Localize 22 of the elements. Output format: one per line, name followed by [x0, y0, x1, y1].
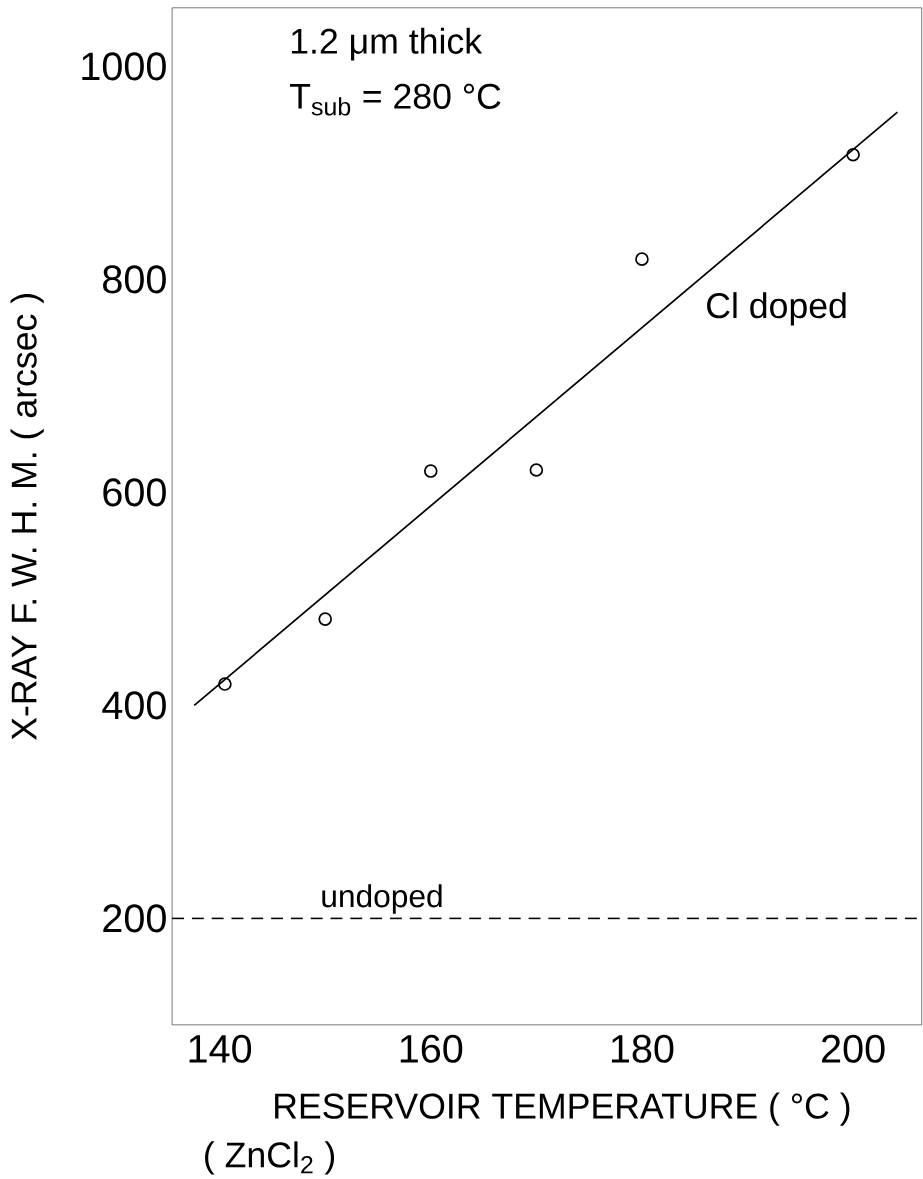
annotation: Cl doped — [707, 292, 846, 326]
x-tick-label: 140 — [189, 1034, 252, 1063]
x-axis-title: RESERVOIR TEMPERATURE ( °C ) — [275, 1092, 850, 1126]
x-tick-label: 200 — [822, 1034, 885, 1063]
annotation: 1.2 μm thick — [292, 27, 483, 61]
point — [529, 463, 544, 477]
point — [218, 677, 232, 691]
y-tick-label: 200 — [103, 904, 167, 933]
y-tick-label: 800 — [103, 265, 167, 294]
text: ( ZnCl$_{2}$ ) — [205, 1141, 335, 1175]
point — [846, 147, 861, 162]
ref-line-label: undoped — [322, 884, 442, 914]
y-tick-label: 1000 — [82, 52, 167, 81]
annotation: T$_{sub}$ = 280 °C — [290, 83, 501, 116]
x-tick-label: 180 — [612, 1034, 674, 1063]
y-axis-title: X-RAY F. W. H. M. ( arcsec ) — [10, 294, 44, 740]
y-tick-label: 600 — [103, 478, 167, 507]
point — [318, 612, 333, 626]
point — [424, 464, 438, 478]
point — [635, 252, 649, 266]
x-tick-label: 160 — [400, 1034, 463, 1063]
y-tick-label: 400 — [102, 691, 167, 720]
